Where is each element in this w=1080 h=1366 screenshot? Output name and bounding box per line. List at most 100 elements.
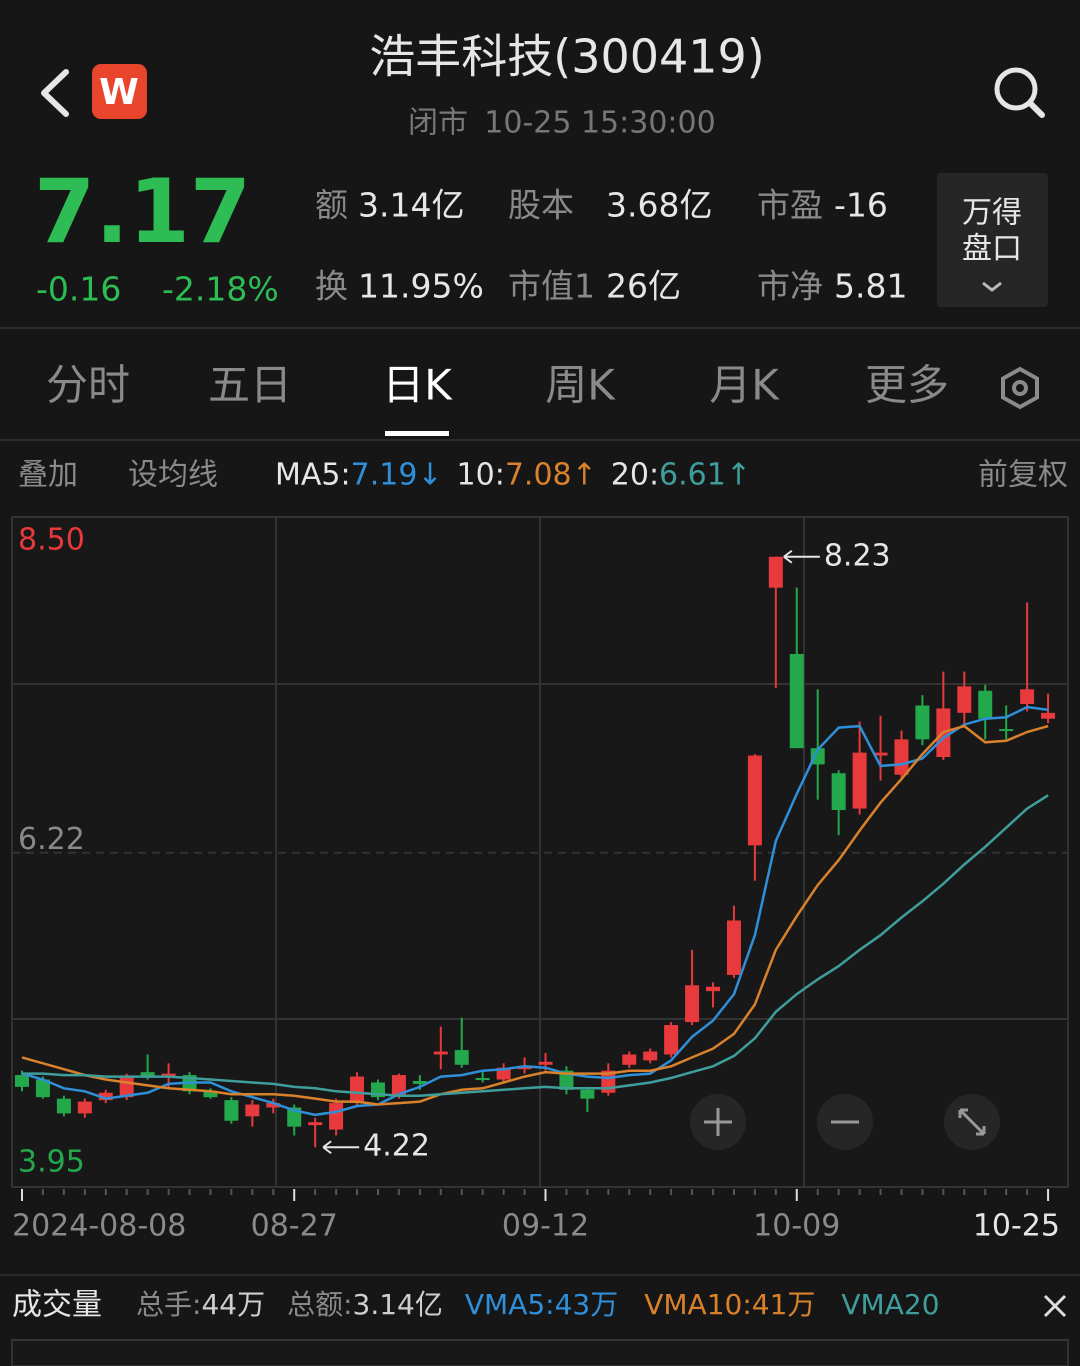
volume-stat-value: 44万: [201, 1288, 265, 1321]
ma-name: MA5:: [275, 458, 351, 493]
candle-body: [643, 1051, 658, 1061]
tab[interactable]: 更多: [865, 361, 949, 410]
candle-body: [475, 1078, 490, 1081]
candle-body: [433, 1051, 448, 1055]
volume-frame: [11, 1339, 1069, 1366]
candle-body: [161, 1073, 176, 1077]
stat-value: 26亿: [606, 267, 681, 306]
x-tick-label: 10-25: [973, 1209, 1060, 1244]
ma-value: 7.08: [505, 458, 572, 493]
panel-button-label: 盘口: [962, 232, 1022, 267]
candle-body: [810, 748, 825, 765]
tab[interactable]: 月K: [709, 361, 780, 410]
ma-value: 6.61: [659, 458, 726, 493]
tab[interactable]: 周K: [545, 361, 616, 410]
stat-label: 市盈: [757, 186, 823, 225]
ma-line: [22, 794, 1049, 1097]
panel-button-bg: [937, 173, 1048, 307]
price-change: -0.16: [36, 270, 121, 309]
candle-body: [517, 1066, 532, 1070]
candle-body: [350, 1076, 365, 1104]
candle-body: [1020, 689, 1035, 705]
vma-label: VMA20: [841, 1288, 939, 1321]
vma-label: VMA5:43万: [465, 1288, 618, 1321]
quote-time: 10-25 15:30:00: [484, 106, 715, 141]
candle-body: [747, 755, 762, 846]
candle-body: [978, 690, 993, 719]
logo-text: W: [99, 72, 139, 113]
candle-body: [852, 752, 867, 809]
tab-indicator: [385, 431, 449, 436]
ma-name: 10:: [457, 458, 505, 493]
stat-label: 市值1: [508, 267, 595, 306]
candle-body: [538, 1061, 553, 1065]
candle-body: [140, 1072, 155, 1077]
tab[interactable]: 日K: [382, 361, 453, 410]
close-button[interactable]: [1043, 1294, 1067, 1318]
expand-icon: [958, 1108, 986, 1136]
x-tick-label: 08-27: [251, 1209, 338, 1244]
candle-body: [454, 1050, 469, 1065]
ma-name: 20:: [611, 458, 659, 493]
stat-value: -16: [834, 186, 888, 225]
candle-body: [664, 1025, 679, 1055]
stat-label: 市净: [757, 267, 823, 306]
search-icon: [1027, 100, 1045, 118]
candle-body: [266, 1103, 281, 1108]
stock-title: 浩丰科技(300419): [369, 30, 765, 84]
candle-body: [308, 1122, 323, 1126]
ma-legend: MA5: 7.19 ↓ 10: 7.08 ↑ 20: 6.61 ↑: [275, 458, 751, 493]
y-tick-label: 3.95: [18, 1145, 85, 1180]
candle-body: [789, 653, 804, 749]
vma-group: VMA5:43万 VMA10:41万 VMA20: [465, 1288, 940, 1321]
tab[interactable]: 分时: [46, 361, 130, 410]
candle-body: [768, 556, 783, 588]
candle-body: [98, 1092, 113, 1101]
app-logo: [92, 64, 147, 119]
zoom-out-button[interactable]: [817, 1094, 873, 1150]
candle-body: [56, 1098, 71, 1114]
stat-label: 额: [315, 186, 348, 225]
candle-body: [873, 752, 888, 756]
panel-button[interactable]: 万得 盘口: [937, 173, 1048, 307]
market-status: 闭市: [408, 106, 468, 141]
candle-body: [559, 1070, 574, 1090]
stat-label: 股本: [508, 186, 574, 225]
settings-button[interactable]: [1001, 366, 1039, 410]
candle-body: [726, 920, 741, 975]
search-button[interactable]: [994, 67, 1045, 118]
back-button[interactable]: [41, 69, 69, 117]
stat-value: 5.81: [834, 267, 907, 306]
plot: 8.50 6.22 3.95 2024-08-08 08-27 09-12 10-09 10-…: [12, 516, 1068, 1244]
x-tick-label: 2024-08-08: [12, 1209, 186, 1244]
zoom-in-button[interactable]: [690, 1094, 746, 1150]
candle-body: [35, 1079, 50, 1098]
candle-body: [15, 1075, 29, 1087]
x-tick-label: 09-12: [502, 1209, 589, 1244]
ma-arrow: ↓: [417, 458, 442, 493]
x-tick-label: 10-09: [753, 1209, 840, 1244]
fullscreen-button[interactable]: [944, 1094, 1000, 1150]
candle-body: [496, 1067, 511, 1080]
vma-label: VMA10:41万: [644, 1288, 815, 1321]
tabs: 分时 五日 日K 周K 月K 更多: [46, 361, 949, 436]
ma-arrow: ↑: [572, 458, 597, 493]
stat-value: 11.95%: [358, 267, 484, 306]
volume-stat-label: 总额:: [287, 1288, 352, 1321]
volume-stat-value: 3.14亿: [353, 1288, 443, 1321]
y-tick-label: 6.22: [18, 822, 85, 857]
stats: 额 3.14亿 股本 3.68亿 市盈 -16 换 11.95% 市值1 26亿 市净 5.81: [315, 186, 907, 306]
overlay-button[interactable]: 叠加: [18, 458, 78, 493]
adjust-button[interactable]: 前复权: [978, 458, 1068, 493]
set-ma-button[interactable]: 设均线: [128, 458, 218, 493]
tab[interactable]: 五日: [208, 361, 292, 410]
last-price: 7.17: [34, 160, 251, 263]
candle-body: [203, 1091, 218, 1098]
volume-stat-label: 总手:: [136, 1288, 201, 1321]
settings-icon: [1012, 380, 1028, 396]
candle-body: [1041, 712, 1056, 719]
annotation-arrow: [783, 549, 820, 564]
candle-body: [957, 686, 972, 713]
